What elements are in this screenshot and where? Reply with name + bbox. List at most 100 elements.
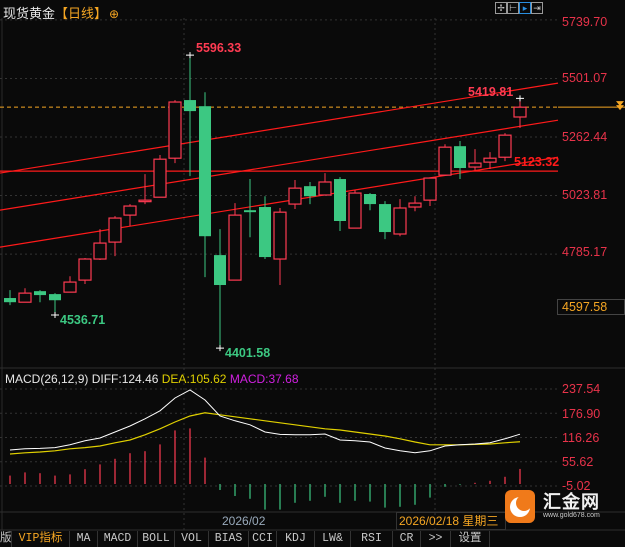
candle: [123, 204, 137, 227]
candle: [259, 196, 271, 260]
candle-body: [228, 214, 242, 281]
candle: [423, 177, 437, 207]
candle-body: [273, 211, 287, 260]
candle: [318, 173, 332, 196]
chart-title: 现货黄金【日线】 ⊕: [3, 3, 119, 22]
annotation-markers: [51, 52, 524, 352]
tab-7[interactable]: CCI: [249, 531, 277, 547]
play-icon[interactable]: ▸: [519, 2, 531, 14]
extreme-marker-icon: [516, 95, 524, 102]
high-label: 5596.33: [196, 41, 242, 55]
candle-body: [168, 101, 182, 159]
candle: [379, 201, 391, 240]
tab-3[interactable]: MACD: [98, 531, 138, 547]
low-label: 4401.58: [225, 346, 271, 360]
candle-body: [468, 162, 482, 168]
candle: [199, 92, 211, 278]
tab-6[interactable]: BIAS: [209, 531, 249, 547]
macd-tick: 55.62: [562, 455, 594, 469]
candle-body: [288, 187, 302, 205]
candle: [498, 133, 512, 162]
crosshair-icon[interactable]: ✢: [495, 2, 507, 14]
candle-body: [18, 292, 32, 303]
candle: [468, 149, 482, 171]
candle-body: [244, 210, 256, 213]
high-label: 5419.81: [468, 85, 514, 99]
candle-body: [498, 134, 512, 158]
candle-body: [438, 146, 452, 176]
candle: [304, 181, 316, 205]
macd-value: MACD:37.68: [229, 372, 299, 386]
candle-body: [138, 199, 152, 203]
logo-name: 汇金网: [543, 492, 600, 512]
price-tick: 5023.81: [562, 188, 608, 202]
candle: [184, 55, 196, 177]
tab-8[interactable]: KDJ: [277, 531, 315, 547]
candle-body: [4, 298, 16, 303]
candle-body: [483, 157, 497, 163]
candle: [408, 196, 422, 212]
candle-body: [78, 258, 92, 281]
candle: [273, 207, 287, 286]
candle-body: [93, 242, 107, 260]
candle-body: [454, 146, 466, 169]
cursor-date-box: 2026/02/18 星期三: [396, 512, 506, 530]
tab-10[interactable]: RSI: [351, 531, 393, 547]
candle-body: [379, 204, 391, 233]
trendline: [0, 82, 559, 174]
tab-12[interactable]: >>: [421, 531, 451, 547]
dea-line: [9, 412, 521, 455]
candle: [49, 293, 61, 316]
candle: [93, 229, 107, 261]
candle-body: [393, 207, 407, 235]
candle-body: [63, 281, 77, 293]
extreme-marker-icon: [186, 52, 194, 59]
candle-body: [304, 186, 316, 197]
candle-body: [34, 291, 46, 296]
candle: [214, 229, 226, 349]
tab-2[interactable]: MA: [70, 531, 98, 547]
tab-1[interactable]: VIP指标: [12, 531, 70, 547]
candle: [393, 199, 407, 237]
tab-4[interactable]: BOLL: [138, 531, 175, 547]
candle: [228, 203, 242, 281]
tab-13[interactable]: 设置: [451, 531, 490, 547]
tab-0[interactable]: 版: [0, 531, 12, 547]
logo-url: www.gold678.com: [543, 512, 600, 519]
tab-9[interactable]: LW&: [315, 531, 351, 547]
candle: [244, 179, 256, 238]
candles: [4, 55, 527, 349]
circle-plus-icon[interactable]: ⊕: [109, 7, 120, 21]
candle: [138, 174, 152, 205]
candle-body: [318, 181, 332, 196]
macd-panel: [9, 389, 521, 510]
candle-body: [348, 192, 362, 229]
range-icon[interactable]: ⊢: [507, 2, 519, 14]
macd-tick: 237.54: [562, 382, 601, 396]
instrument-name: 现货黄金: [3, 6, 56, 21]
diff-value: DIFF:124.46: [91, 372, 159, 386]
candle: [334, 177, 346, 232]
candle: [513, 98, 527, 129]
logo: 汇金网 www.gold678.com: [505, 488, 625, 528]
trendlines: [0, 82, 559, 248]
price-value-box: 4597.58: [557, 299, 625, 315]
candle: [438, 144, 452, 176]
grid: [0, 18, 625, 531]
candle-body: [364, 194, 376, 205]
price-tick: 5262.44: [562, 130, 608, 144]
candle-body: [513, 106, 527, 118]
price-tick: 4785.17: [562, 245, 608, 259]
tab-11[interactable]: CR: [393, 531, 421, 547]
timeframe-label[interactable]: 【日线】: [55, 6, 108, 21]
trendline: [0, 119, 559, 211]
candle: [168, 100, 182, 164]
diff-line: [9, 389, 521, 454]
horizontal-line-label: 5123.32: [514, 155, 560, 169]
candle: [78, 258, 92, 285]
tab-5[interactable]: VOL: [175, 531, 209, 547]
candle-body: [153, 158, 167, 198]
move-right-icon[interactable]: ⇥: [531, 2, 543, 14]
candle-body: [184, 100, 196, 112]
